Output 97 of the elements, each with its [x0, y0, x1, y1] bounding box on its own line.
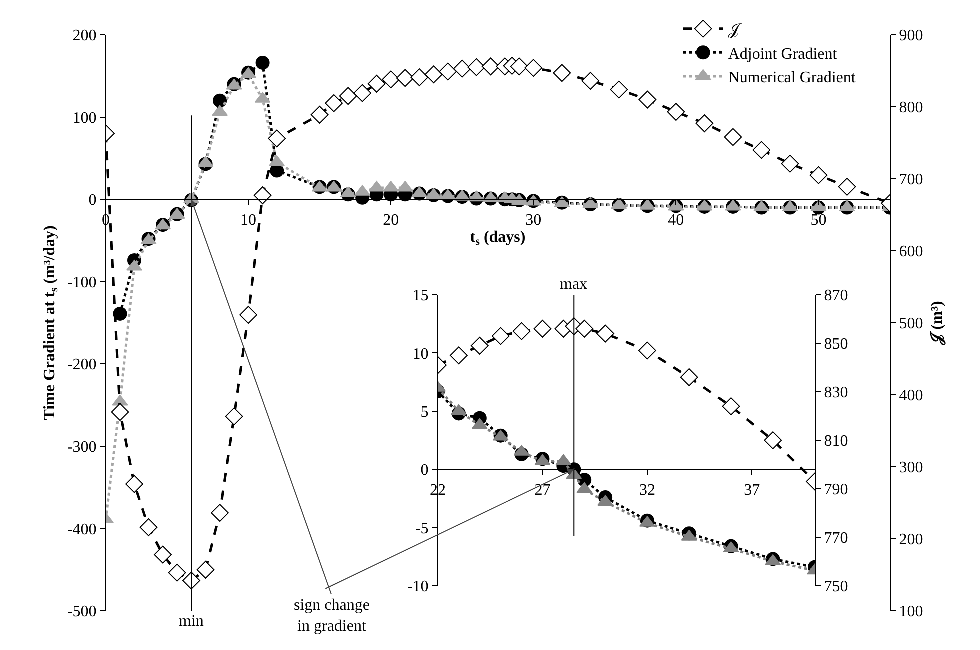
- point: [354, 84, 372, 102]
- y2-tick-label: 870: [824, 288, 848, 305]
- y2-tick-label: 850: [824, 336, 848, 354]
- point: [225, 408, 244, 426]
- point: [154, 546, 172, 564]
- y2-tick-label: 810: [824, 433, 848, 450]
- point: [610, 80, 628, 99]
- point: [752, 141, 771, 160]
- x-axis-title: t$_{s}$ (days): [470, 228, 526, 248]
- point: [368, 75, 386, 93]
- point: [168, 564, 186, 582]
- point: [638, 342, 656, 360]
- y-tick-label: 5: [420, 404, 429, 421]
- y-tick-label: 15: [412, 288, 429, 305]
- annotation: sign change in gradient: [294, 597, 370, 635]
- point: [470, 336, 489, 355]
- x-tick-label: 30: [526, 212, 542, 229]
- y-tick-label: 10: [412, 346, 429, 363]
- point: [482, 58, 500, 76]
- point: [667, 103, 686, 121]
- point: [382, 70, 400, 89]
- point: [339, 87, 358, 106]
- point: [325, 94, 344, 112]
- point: [140, 518, 158, 536]
- point: [410, 68, 429, 86]
- ref-line-label: max: [560, 276, 588, 293]
- y2-tick-label: 770: [824, 530, 848, 548]
- x-tick-label: 40: [668, 212, 684, 229]
- y-tick-label: 100: [72, 110, 97, 127]
- point: [680, 368, 698, 386]
- x-tick-label: 27: [534, 482, 551, 499]
- point: [450, 346, 468, 365]
- y2-tick-label: 900: [899, 28, 924, 45]
- y-tick-label: -5: [415, 520, 429, 538]
- y2-tick-label: 790: [824, 482, 848, 499]
- point: [211, 504, 229, 522]
- y2-tick-label: 830: [824, 384, 848, 402]
- point: [838, 178, 856, 196]
- point: [781, 154, 800, 173]
- point: [468, 58, 486, 76]
- x-tick-label: 32: [639, 482, 656, 499]
- point: [510, 58, 528, 76]
- x-tick-label: 37: [744, 482, 760, 499]
- point: [722, 398, 740, 416]
- point: [424, 66, 443, 84]
- point: [576, 320, 594, 338]
- point: [638, 90, 657, 109]
- point: [126, 475, 144, 494]
- point: [512, 322, 531, 340]
- y-tick-label: 0: [420, 462, 429, 480]
- y2-tick-label: 600: [899, 244, 924, 261]
- y-tick-label: -300: [67, 439, 97, 456]
- y-tick-label: -100: [67, 274, 97, 292]
- y2-tick-label: 750: [824, 578, 848, 596]
- point: [724, 128, 742, 146]
- point: [439, 62, 458, 81]
- y2-tick-label: 400: [899, 388, 924, 405]
- legend-label: Adjoint Gradient: [728, 46, 838, 63]
- y-tick-label: -10: [407, 578, 429, 596]
- point: [810, 166, 828, 184]
- point: [553, 64, 572, 82]
- y2-tick-label: 100: [899, 604, 924, 621]
- legend-label: 𝒥: [728, 22, 742, 40]
- point: [534, 320, 552, 338]
- y-tick-label: 0: [88, 192, 97, 210]
- y2-tick-label: 500: [899, 316, 924, 333]
- point: [596, 324, 615, 343]
- y-tick-label: -500: [67, 604, 97, 621]
- y2-tick-label: 200: [899, 532, 924, 549]
- point: [213, 94, 228, 108]
- point: [256, 56, 270, 70]
- point: [310, 106, 329, 124]
- y2-tick-label: 300: [899, 460, 924, 477]
- point: [113, 306, 128, 321]
- y-tick-label: 200: [72, 28, 97, 45]
- ref-line-label: min: [179, 613, 204, 630]
- legend-label: Numerical Gradient: [728, 70, 856, 87]
- point: [696, 114, 714, 133]
- point: [240, 306, 258, 324]
- point: [453, 60, 472, 78]
- y-tick-label: -400: [67, 521, 97, 538]
- point: [396, 69, 414, 88]
- x-tick-label: 50: [810, 212, 827, 229]
- x-tick-label: 10: [240, 212, 257, 229]
- point: [764, 432, 782, 450]
- point: [492, 327, 510, 346]
- point: [524, 59, 543, 78]
- point: [111, 403, 130, 422]
- y2-tick-label: 800: [899, 100, 924, 117]
- point: [196, 561, 215, 579]
- y2-tick-label: 700: [899, 172, 924, 189]
- y-tick-label: -200: [67, 356, 97, 374]
- point: [254, 186, 272, 205]
- x-tick-label: 20: [383, 212, 400, 229]
- point: [582, 72, 600, 90]
- y2-axis-title: 𝒥 (m³): [928, 301, 947, 346]
- point: [268, 130, 286, 148]
